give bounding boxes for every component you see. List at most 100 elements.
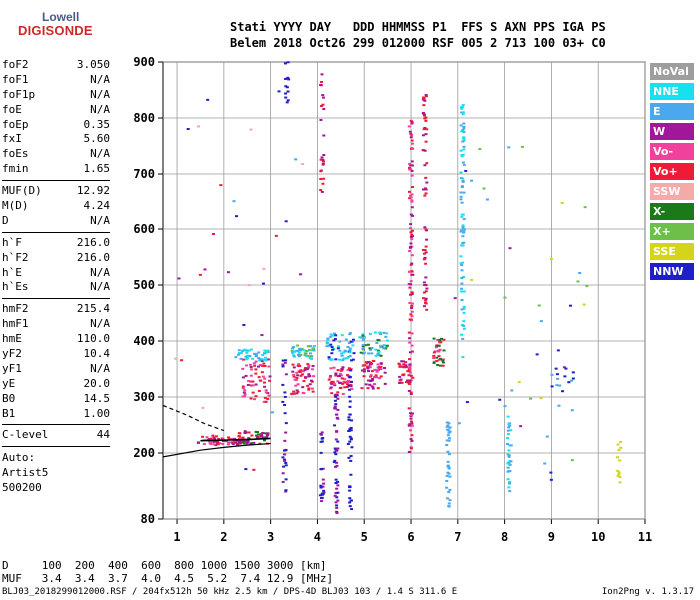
echo-point: [281, 359, 285, 362]
echo-point: [320, 80, 324, 83]
echo-point: [340, 354, 344, 357]
echo-point: [311, 390, 315, 393]
echo-point: [410, 434, 414, 437]
echo-point: [571, 377, 575, 380]
echo-point: [346, 356, 350, 359]
echo-point: [329, 358, 333, 361]
echo-point: [307, 364, 311, 367]
echo-point: [329, 381, 333, 384]
echo-point: [409, 374, 413, 377]
echo-point: [556, 377, 560, 380]
echo-point: [237, 435, 241, 438]
x-tick-label: 8: [501, 530, 508, 544]
echo-point: [348, 333, 352, 336]
echo-point: [299, 374, 303, 377]
echo-point: [226, 271, 230, 274]
param-value: 3.050: [76, 58, 110, 71]
echo-point: [435, 356, 439, 359]
echo-point: [432, 351, 436, 354]
x-tick-label: 3: [267, 530, 274, 544]
echo-point: [411, 147, 415, 150]
echo-point: [292, 373, 296, 376]
param-key: h`Es: [2, 280, 29, 294]
echo-point: [335, 487, 339, 490]
echo-point: [284, 490, 288, 493]
echo-point: [311, 364, 315, 367]
param-key: fxI: [2, 132, 22, 146]
echo-point: [361, 347, 365, 350]
echo-point: [422, 252, 426, 255]
echo-point: [334, 449, 338, 452]
echo-point: [410, 193, 414, 196]
echo-point: [296, 383, 300, 386]
echo-point: [436, 338, 440, 341]
echo-point: [423, 187, 427, 190]
echo-point: [321, 162, 325, 165]
echo-point: [308, 383, 312, 386]
echo-point: [281, 480, 285, 483]
echo-point: [409, 263, 413, 266]
echo-point: [535, 353, 539, 356]
echo-point: [445, 421, 449, 424]
y-tick-label: 400: [133, 334, 155, 348]
echo-point: [410, 254, 414, 257]
param-value: 44: [96, 428, 110, 442]
echo-point: [379, 354, 383, 357]
echo-point: [336, 491, 340, 494]
echo-point: [376, 352, 380, 355]
echo-point: [258, 358, 262, 361]
echo-point: [283, 412, 287, 415]
echo-point: [263, 385, 267, 388]
echo-point: [385, 344, 389, 347]
echo-point: [249, 442, 253, 445]
echo-point: [334, 372, 338, 375]
echo-point: [434, 346, 438, 349]
echo-point: [550, 373, 554, 376]
echo-point: [338, 375, 342, 378]
echo-point: [227, 436, 231, 439]
echo-point: [361, 345, 365, 348]
echo-point: [256, 365, 260, 368]
legend: NoVal NNE E W Vo- Vo+ SSW X- X+ SSE NNW: [650, 63, 694, 283]
echo-point: [425, 308, 429, 311]
echo-point: [306, 366, 310, 369]
echo-point: [409, 119, 413, 122]
echo-point: [447, 431, 451, 434]
echo-point: [379, 367, 383, 370]
echo-point: [292, 355, 296, 358]
echo-point: [364, 361, 368, 364]
echo-point: [410, 160, 414, 163]
echo-point: [321, 94, 325, 97]
echo-point: [245, 349, 249, 352]
echo-point: [506, 478, 510, 481]
echo-point: [437, 344, 441, 347]
echo-point: [435, 344, 439, 347]
echo-point: [254, 372, 258, 375]
echo-point: [284, 373, 288, 376]
echo-point: [319, 170, 323, 173]
echo-point: [438, 338, 442, 341]
echo-point: [201, 435, 205, 438]
echo-point: [404, 366, 408, 369]
param-key: h`F: [2, 235, 22, 249]
echo-point: [358, 336, 362, 339]
echo-point: [462, 127, 466, 130]
y-tick-label: 600: [133, 222, 155, 236]
echo-point: [260, 334, 264, 337]
echo-point: [263, 396, 267, 399]
echo-point: [367, 352, 371, 355]
echo-point: [402, 363, 406, 366]
echo-point: [376, 363, 380, 366]
echo-point: [617, 473, 621, 476]
echo-point: [231, 441, 235, 444]
echo-point: [478, 148, 482, 151]
echo-point: [563, 375, 567, 378]
echo-point: [362, 375, 366, 378]
header-line1: Stati YYYY DAY DDD HHMMSS P1 FFS S AXN P…: [230, 20, 606, 34]
echo-point: [333, 494, 337, 497]
echo-point: [410, 122, 414, 125]
echo-point: [421, 134, 425, 137]
echo-point: [424, 192, 428, 195]
echo-point: [571, 371, 575, 374]
echo-point: [349, 473, 353, 476]
